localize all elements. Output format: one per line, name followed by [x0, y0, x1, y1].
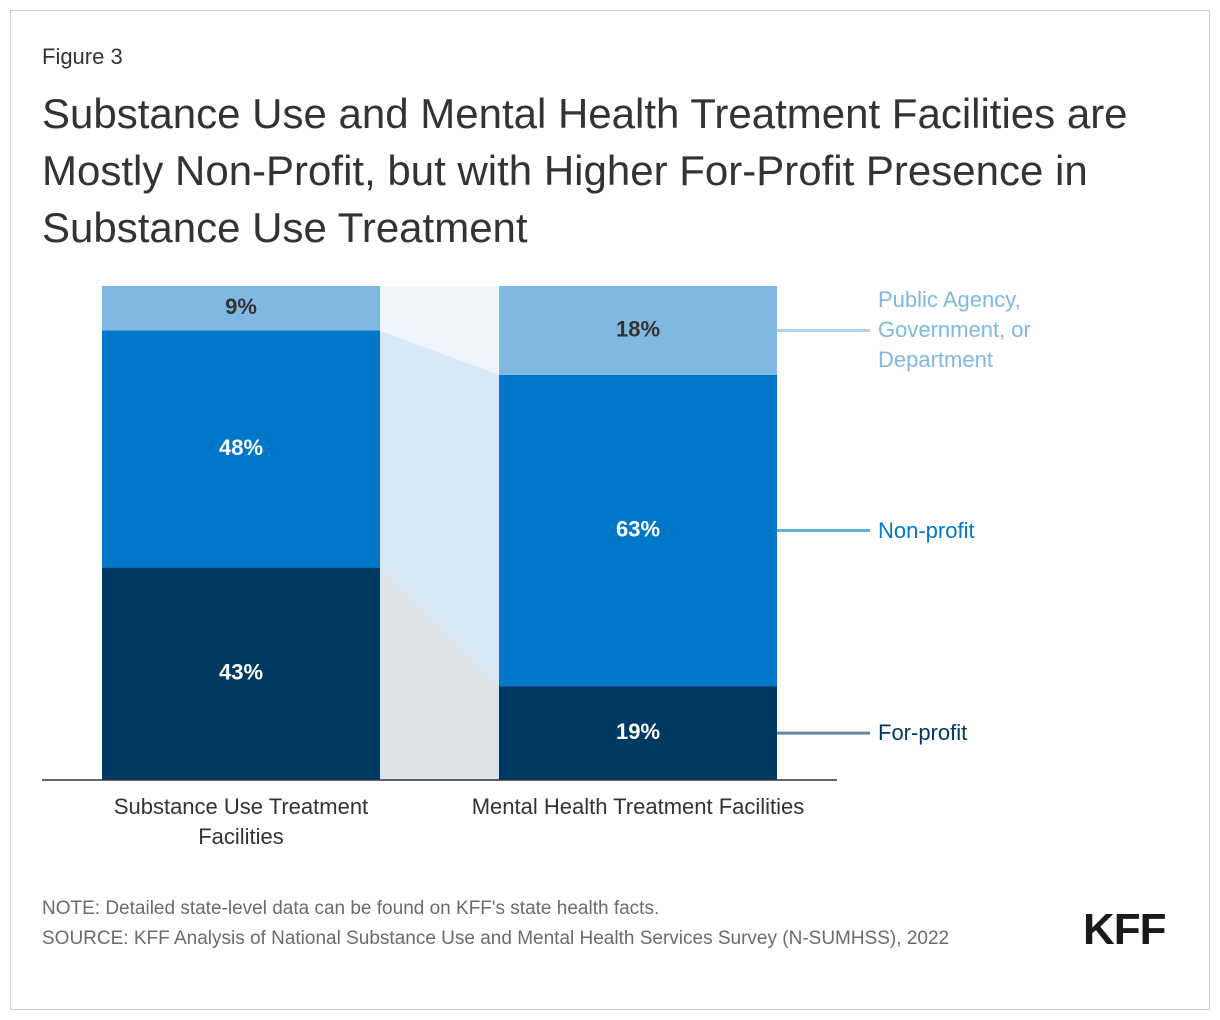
bar-segment	[499, 686, 777, 780]
figure-label: Figure 3	[42, 44, 123, 69]
frame	[10, 10, 1210, 1010]
x-tick-label: Substance Use Treatment Facilities	[113, 794, 369, 849]
chart-title: Substance Use and Mental Health Treatmen…	[42, 90, 1128, 251]
connector	[380, 330, 499, 687]
bar-segment	[499, 286, 777, 375]
connector	[380, 286, 499, 375]
logo: KFF	[1083, 905, 1167, 954]
bar-segment	[102, 330, 380, 568]
connector	[380, 567, 499, 780]
legend-label: Non-profit	[878, 517, 975, 543]
bar-segment	[102, 286, 380, 331]
source: SOURCE: KFF Analysis of National Substan…	[42, 928, 950, 949]
value-label: 43%	[219, 660, 263, 685]
x-tick-label: Mental Health Treatment Facilities	[471, 794, 805, 819]
value-label: 9%	[225, 294, 257, 319]
bar-segment	[499, 374, 777, 687]
bar-segment	[102, 567, 380, 780]
value-label: 63%	[616, 516, 660, 541]
legend-label: For-profit	[878, 720, 968, 746]
value-label: 19%	[616, 719, 660, 744]
value-label: 48%	[219, 435, 263, 460]
note: NOTE: Detailed state-level data can be f…	[42, 898, 660, 919]
value-label: 18%	[616, 316, 660, 341]
legend-label: Public Agency, Government, or Department	[878, 287, 1031, 373]
